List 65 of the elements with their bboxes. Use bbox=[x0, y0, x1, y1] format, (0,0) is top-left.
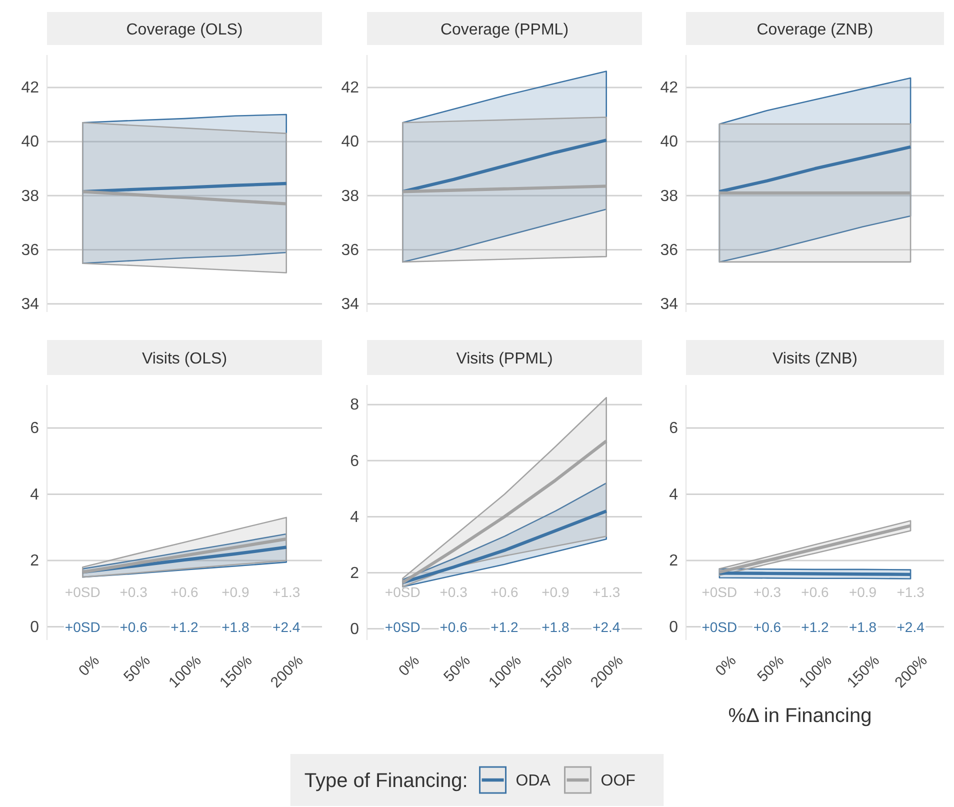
annotation: +0.9 bbox=[848, 584, 877, 600]
annotation: +0.6 bbox=[801, 584, 830, 600]
y-tick-label: 2 bbox=[669, 552, 678, 570]
annotation: +0.3 bbox=[120, 584, 148, 600]
x-tick-label: 50% bbox=[440, 652, 474, 686]
x-tick-label: 50% bbox=[120, 652, 154, 686]
x-tick-label: 0% bbox=[396, 652, 423, 680]
annotation: +0SD bbox=[64, 584, 100, 600]
y-tick-label: 4 bbox=[30, 486, 40, 504]
y-tick-label: 42 bbox=[21, 80, 40, 97]
annotation: +0SD bbox=[384, 584, 420, 600]
annotation: +0.9 bbox=[542, 584, 570, 600]
annotation: +0.3 bbox=[440, 584, 468, 600]
chart-title: Visits (ZNB) bbox=[772, 350, 858, 368]
annotation: +1.3 bbox=[896, 584, 925, 600]
x-tick-label: 0% bbox=[712, 652, 740, 680]
y-tick-label: 6 bbox=[30, 420, 40, 438]
chart-title: Visits (PPML) bbox=[456, 350, 553, 368]
y-tick-label: 8 bbox=[350, 396, 360, 414]
y-tick-label: 38 bbox=[341, 188, 360, 205]
chart-title: Coverage (OLS) bbox=[126, 22, 243, 38]
line-series bbox=[401, 510, 608, 584]
annotation: +0.6 bbox=[490, 584, 519, 600]
y-tick-label: 4 bbox=[669, 486, 678, 504]
y-tick-label: 42 bbox=[341, 80, 360, 97]
annotation: +0.3 bbox=[753, 584, 782, 600]
legend-title: Type of Financing: bbox=[304, 770, 468, 792]
y-tick-label: 0 bbox=[350, 620, 360, 638]
legend-label: ODA bbox=[516, 772, 551, 790]
y-tick-label: 4 bbox=[350, 508, 360, 526]
y-tick-label: 36 bbox=[21, 242, 40, 259]
y-tick-label: 36 bbox=[341, 242, 360, 259]
y-tick-label: 2 bbox=[350, 564, 360, 582]
y-tick-label: 2 bbox=[30, 552, 40, 570]
line-series bbox=[718, 145, 912, 194]
x-tick-label: 50% bbox=[754, 652, 788, 686]
annotation: +1.3 bbox=[272, 584, 300, 600]
legend-label: OOF bbox=[600, 772, 636, 790]
chart-title: Visits (OLS) bbox=[142, 350, 228, 368]
annotation: +0SD bbox=[64, 618, 100, 635]
annotation: +1.3 bbox=[592, 584, 620, 600]
annotation: +0.6 bbox=[170, 584, 199, 600]
y-tick-label: 34 bbox=[341, 296, 360, 314]
y-tick-label: 38 bbox=[660, 188, 678, 205]
y-tick-label: 40 bbox=[660, 134, 678, 151]
line-series bbox=[81, 190, 288, 206]
y-tick-label: 36 bbox=[660, 242, 678, 259]
x-axis-title: %Δ in Financing bbox=[728, 705, 872, 727]
chart-title: Coverage (ZNB) bbox=[756, 22, 874, 38]
y-tick-label: 38 bbox=[21, 188, 40, 205]
y-tick-label: 40 bbox=[21, 134, 40, 151]
x-tick-label: 0% bbox=[76, 652, 103, 680]
annotation: +0SD bbox=[702, 618, 738, 635]
y-tick-label: 0 bbox=[30, 618, 40, 636]
y-tick-label: 0 bbox=[669, 618, 678, 636]
y-tick-label: 6 bbox=[669, 420, 678, 438]
y-tick-label: 40 bbox=[341, 134, 360, 151]
annotation: +0SD bbox=[702, 584, 738, 600]
chart-title: Coverage (PPML) bbox=[440, 22, 569, 38]
y-tick-label: 34 bbox=[21, 296, 40, 314]
y-tick-label: 34 bbox=[660, 296, 678, 314]
annotation: +0.9 bbox=[222, 584, 250, 600]
y-tick-label: 6 bbox=[350, 452, 360, 470]
line-series bbox=[401, 439, 608, 584]
y-tick-label: 42 bbox=[660, 80, 678, 97]
